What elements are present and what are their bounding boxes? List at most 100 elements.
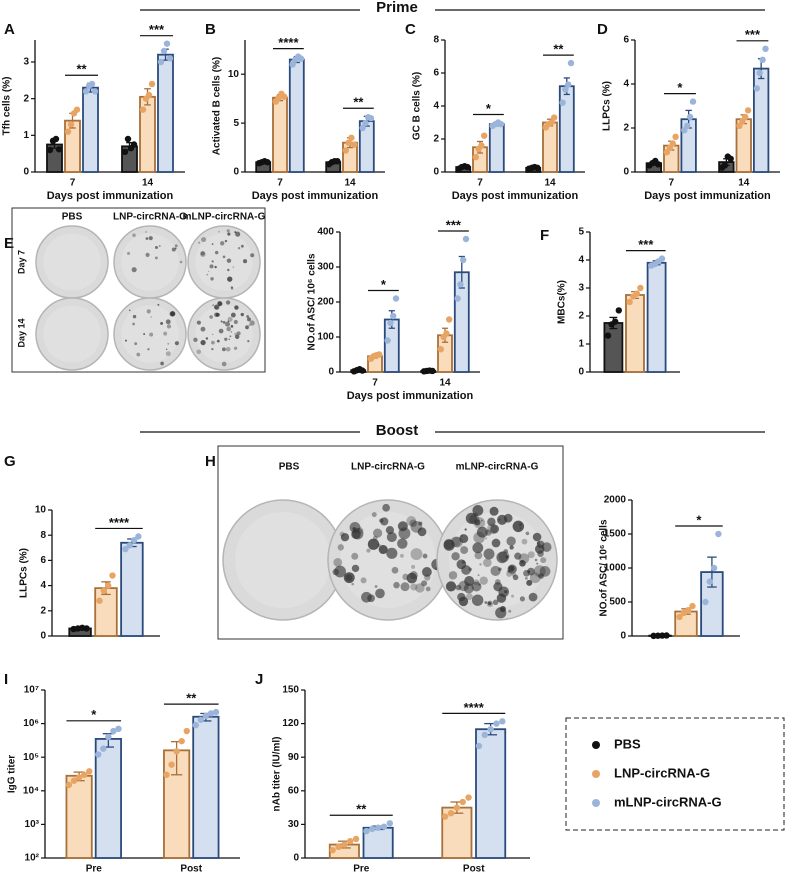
elispot-spot <box>200 251 206 257</box>
legend-label: LNP-circRNA-G <box>614 765 710 780</box>
elispot-spot <box>471 594 484 606</box>
elispot-spot <box>514 552 522 560</box>
x-tick-label: 14 <box>439 378 451 389</box>
data-point <box>454 295 461 302</box>
panel-letter: I <box>4 671 8 688</box>
elispot-spot <box>508 609 512 613</box>
elispot-spot <box>366 548 371 553</box>
panel-letter: G <box>4 453 16 470</box>
data-point <box>481 132 488 139</box>
image-column-label: LNP-circRNA-G <box>351 462 425 473</box>
data-point <box>493 720 500 727</box>
elispot-spot <box>224 337 228 341</box>
data-point <box>762 45 769 52</box>
elispot-spot <box>221 347 226 352</box>
data-point <box>86 768 93 775</box>
elispot-spot <box>209 264 214 269</box>
data-point <box>104 582 112 589</box>
elispot-spot <box>411 564 416 569</box>
data-point <box>443 330 450 337</box>
elispot-spot <box>134 342 138 346</box>
panel-letter: B <box>205 21 216 38</box>
y-tick-label: 60 <box>288 785 300 796</box>
elispot-spot <box>356 527 364 534</box>
y-tick-label: 0 <box>620 631 626 642</box>
data-point <box>429 367 436 375</box>
elispot-spot <box>465 512 477 524</box>
elispot-spot <box>220 241 225 246</box>
elispot-spot <box>247 339 250 343</box>
data-point <box>160 47 168 55</box>
bar <box>753 67 770 173</box>
elispot-spot <box>158 245 161 248</box>
data-point <box>345 139 352 146</box>
y-axis-label: MBCs(%) <box>557 280 568 324</box>
y-axis-label: nAb titer (IU/ml) <box>272 737 283 812</box>
y-tick-label: 5 <box>233 118 239 129</box>
data-point <box>75 774 83 781</box>
elispot-spot <box>227 232 231 236</box>
elispot-spot <box>340 533 350 542</box>
data-point <box>207 710 215 717</box>
significance-label: ** <box>76 62 87 77</box>
y-tick-label: 3 <box>23 57 29 68</box>
significance-label: * <box>381 277 387 292</box>
x-axis-label: Days post immunization <box>644 190 771 202</box>
data-point <box>348 134 355 141</box>
y-axis-label: IgG titer <box>7 755 18 793</box>
elispot-spot <box>448 571 458 580</box>
y-tick-label: 0 <box>578 367 584 378</box>
data-point <box>73 106 81 113</box>
elispot-spot <box>132 233 136 237</box>
elispot-spot <box>527 570 531 573</box>
data-point <box>744 107 752 114</box>
data-point <box>626 298 633 306</box>
data-point <box>457 281 464 288</box>
data-point <box>637 284 644 292</box>
elispot-spot <box>213 305 218 310</box>
x-axis-label: Days post immunization <box>252 190 379 202</box>
legend-marker <box>592 799 600 807</box>
elispot-spot <box>421 567 432 577</box>
y-tick-label: 4 <box>623 79 629 90</box>
y-tick-label: 8 <box>433 35 439 46</box>
y-tick-label: 90 <box>288 752 300 763</box>
elispot-spot <box>233 319 238 325</box>
elispot-spot <box>218 328 224 334</box>
data-point <box>392 295 400 302</box>
data-point <box>559 99 566 106</box>
y-tick-label: 0 <box>233 167 239 178</box>
elispot-spot <box>207 270 210 273</box>
data-point <box>88 80 96 88</box>
data-point <box>192 721 199 729</box>
elispot-spot <box>361 591 372 603</box>
data-point <box>756 69 763 77</box>
data-point <box>548 119 555 126</box>
elispot-spot <box>457 592 466 602</box>
panel-letter: C <box>405 21 416 38</box>
bar <box>603 322 624 373</box>
data-point <box>64 128 72 135</box>
elispot-spot <box>508 565 515 572</box>
data-point <box>655 161 662 168</box>
image-column-label: mLNP-circRNA-G <box>183 212 266 223</box>
elispot-spot <box>214 265 217 269</box>
data-point <box>721 162 729 169</box>
elispot-spot <box>148 236 153 241</box>
data-point <box>173 748 180 755</box>
elispot-spot <box>527 551 535 559</box>
elispot-spot <box>234 334 240 339</box>
data-point <box>46 146 54 154</box>
elispot-spot <box>147 348 150 351</box>
elispot-spot <box>154 256 158 260</box>
elispot-spot <box>215 250 219 255</box>
data-point <box>55 146 63 153</box>
elispot-spot <box>224 321 231 327</box>
elispot-spot <box>497 514 508 525</box>
data-point <box>212 708 220 716</box>
elispot-spot <box>246 315 250 318</box>
elispot-spot <box>166 324 172 329</box>
significance-label: ** <box>186 691 197 706</box>
elispot-spot <box>157 303 160 306</box>
elispot-spot <box>374 585 378 588</box>
